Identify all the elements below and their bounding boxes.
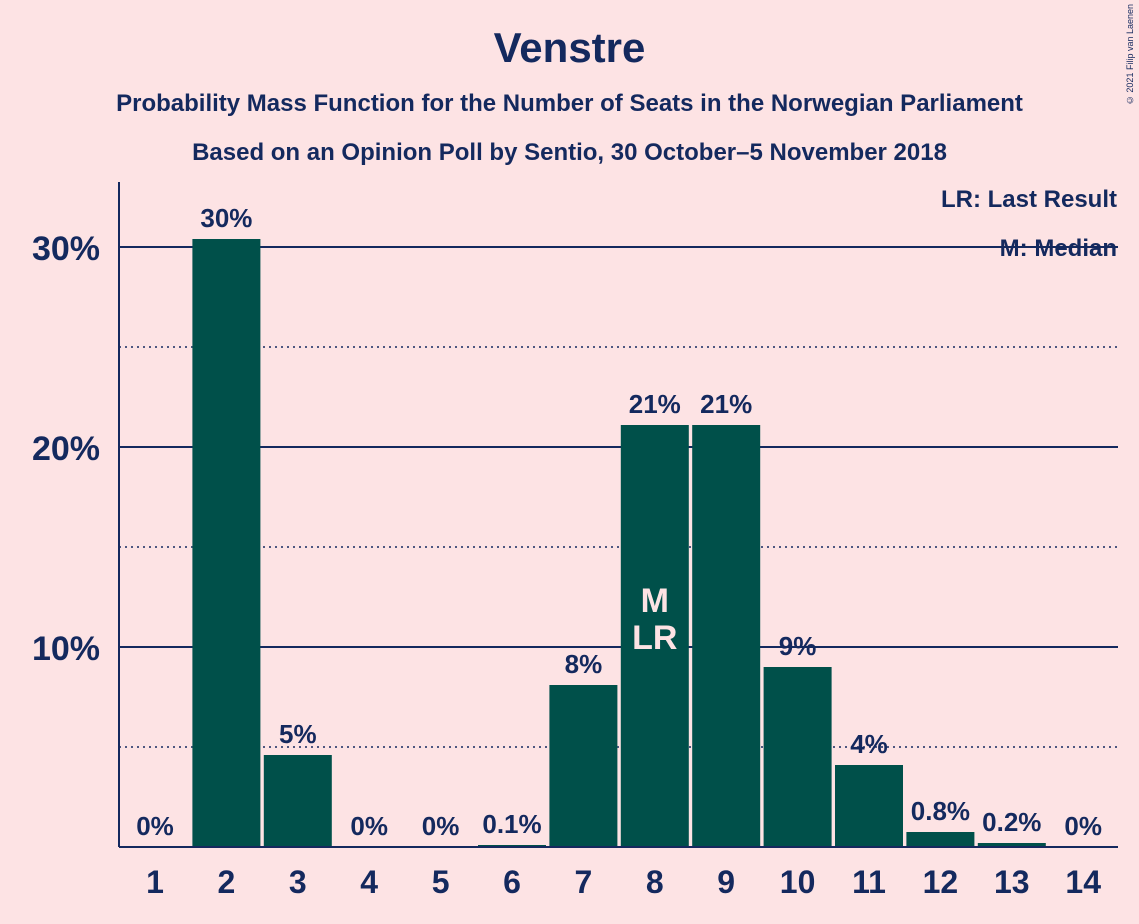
data-labels: 0% 30% 5% 0% 0% 0.1% 8% 21% 21% 9% 4% 0.8% 0.2% 0% MLR: [136, 203, 1102, 841]
marker-label: LR: [632, 619, 677, 657]
bar-12: [906, 832, 975, 847]
x-tick-label: 7: [575, 864, 593, 900]
x-tick-label: 13: [994, 864, 1030, 900]
chart-subtitle: Probability Mass Function for the Number…: [116, 90, 1023, 117]
x-tick-label: 6: [503, 864, 521, 900]
bar-11: [835, 765, 903, 847]
data-label: 21%: [629, 389, 681, 419]
data-label: 0%: [136, 811, 174, 841]
x-tick-label: 2: [218, 864, 236, 900]
chart-subtitle-poll: Based on an Opinion Poll by Sentio, 30 O…: [192, 139, 947, 166]
legend-last-result: LR: Last Result: [940, 186, 1117, 213]
x-tick-label: 12: [923, 864, 959, 900]
x-tick-label: 10: [780, 864, 816, 900]
x-tick-label: 14: [1065, 864, 1101, 900]
gridlines: [119, 246, 1118, 748]
bars: [192, 239, 1046, 847]
x-tick-label: 8: [646, 864, 664, 900]
bar-10: [763, 667, 832, 847]
data-label: 0.2%: [982, 807, 1041, 837]
marker-label: M: [641, 582, 669, 620]
bar-8: [620, 425, 689, 847]
bar-7: [549, 685, 618, 847]
x-tick-label: 4: [360, 864, 378, 900]
bar-2: [192, 239, 261, 847]
y-tick-label: 10%: [32, 630, 100, 668]
chart-title: Venstre: [493, 24, 646, 71]
x-tick-label: 9: [717, 864, 735, 900]
y-tick-label: 20%: [32, 430, 100, 468]
data-label: 4%: [850, 729, 888, 759]
data-label: 0.1%: [482, 809, 541, 839]
data-label: 0%: [350, 811, 388, 841]
data-label: 30%: [200, 203, 252, 233]
data-label: 5%: [279, 719, 317, 749]
bar-3: [263, 755, 332, 847]
y-tick-label: 30%: [32, 230, 100, 268]
legend-median: M: Median: [999, 235, 1117, 262]
x-tick-label: 11: [852, 864, 886, 900]
x-tick-label: 5: [432, 864, 450, 900]
data-label: 0%: [422, 811, 460, 841]
data-label: 8%: [565, 649, 603, 679]
data-label: 21%: [700, 389, 752, 419]
axes: 10%20%30%1 2 3 4 5 6 7 8 9 10 11 12 13 14: [32, 182, 1118, 900]
bar-13: [977, 843, 1046, 847]
data-label: 0.8%: [911, 796, 970, 826]
data-label: 0%: [1064, 811, 1102, 841]
x-tick-label: 1: [146, 864, 164, 900]
x-tick-label: 3: [289, 864, 307, 900]
data-label: 9%: [779, 631, 817, 661]
bar-9: [692, 425, 761, 847]
